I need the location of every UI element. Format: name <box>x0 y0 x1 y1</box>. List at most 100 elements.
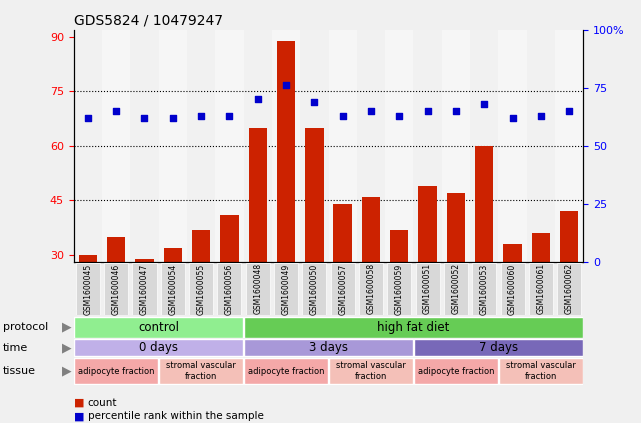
Bar <box>215 30 244 262</box>
Bar <box>447 193 465 364</box>
Bar <box>249 128 267 364</box>
Text: GSM1600048: GSM1600048 <box>253 263 262 314</box>
Text: GSM1600056: GSM1600056 <box>225 263 234 315</box>
FancyBboxPatch shape <box>274 263 298 315</box>
FancyBboxPatch shape <box>414 339 583 356</box>
FancyBboxPatch shape <box>359 263 383 315</box>
Bar <box>135 258 154 364</box>
Bar <box>560 212 578 364</box>
Text: ▶: ▶ <box>62 321 72 334</box>
Text: adipocyte fraction: adipocyte fraction <box>418 367 494 376</box>
Text: GSM1600057: GSM1600057 <box>338 263 347 315</box>
Point <box>479 101 489 107</box>
Point <box>564 107 574 114</box>
Point <box>139 115 149 121</box>
Bar <box>102 30 130 262</box>
Bar <box>475 146 494 364</box>
Bar <box>357 30 385 262</box>
Point <box>338 112 348 119</box>
Text: GDS5824 / 10479247: GDS5824 / 10479247 <box>74 13 222 27</box>
FancyBboxPatch shape <box>76 263 100 315</box>
FancyBboxPatch shape <box>74 339 243 356</box>
Bar <box>192 230 210 364</box>
Bar <box>163 248 182 364</box>
FancyBboxPatch shape <box>329 358 413 384</box>
Bar <box>390 230 408 364</box>
FancyBboxPatch shape <box>217 263 242 315</box>
Point <box>224 112 235 119</box>
Point <box>83 115 93 121</box>
Point <box>508 115 518 121</box>
Bar <box>413 30 442 262</box>
Bar <box>419 186 437 364</box>
Text: adipocyte fraction: adipocyte fraction <box>78 367 154 376</box>
Point <box>281 82 291 89</box>
Text: GSM1600059: GSM1600059 <box>395 263 404 315</box>
Bar <box>362 197 380 364</box>
Text: ▶: ▶ <box>62 341 72 354</box>
Point <box>451 107 461 114</box>
Text: protocol: protocol <box>3 322 49 332</box>
Point <box>111 107 121 114</box>
Bar <box>130 30 159 262</box>
FancyBboxPatch shape <box>74 358 158 384</box>
Text: tissue: tissue <box>3 366 36 376</box>
FancyBboxPatch shape <box>331 263 354 315</box>
FancyBboxPatch shape <box>244 339 413 356</box>
Bar <box>503 244 522 364</box>
Text: GSM1600061: GSM1600061 <box>537 263 545 314</box>
FancyBboxPatch shape <box>246 263 270 315</box>
Text: 3 days: 3 days <box>309 341 348 354</box>
Text: ■: ■ <box>74 398 84 408</box>
Bar <box>159 30 187 262</box>
FancyBboxPatch shape <box>415 263 440 315</box>
Bar <box>442 30 470 262</box>
Point <box>366 107 376 114</box>
Bar <box>333 204 352 364</box>
FancyBboxPatch shape <box>303 263 326 315</box>
Point <box>422 107 433 114</box>
Point <box>536 112 546 119</box>
FancyBboxPatch shape <box>557 263 581 315</box>
Point <box>253 96 263 103</box>
Bar <box>499 30 527 262</box>
Text: GSM1600052: GSM1600052 <box>451 263 460 314</box>
Text: count: count <box>88 398 117 408</box>
Point <box>309 98 319 105</box>
Text: high fat diet: high fat diet <box>378 321 449 334</box>
FancyBboxPatch shape <box>529 263 553 315</box>
Bar <box>107 237 126 364</box>
Bar <box>187 30 215 262</box>
Bar <box>272 30 300 262</box>
FancyBboxPatch shape <box>414 358 498 384</box>
Bar <box>74 30 102 262</box>
Point <box>394 112 404 119</box>
Text: ▶: ▶ <box>62 365 72 378</box>
Text: time: time <box>3 343 28 353</box>
Text: stromal vascular
fraction: stromal vascular fraction <box>166 362 236 381</box>
Text: ■: ■ <box>74 411 84 421</box>
Text: GSM1600046: GSM1600046 <box>112 263 121 315</box>
FancyBboxPatch shape <box>104 263 128 315</box>
FancyBboxPatch shape <box>244 358 328 384</box>
FancyBboxPatch shape <box>74 317 243 338</box>
Text: control: control <box>138 321 179 334</box>
Text: GSM1600054: GSM1600054 <box>169 263 178 315</box>
FancyBboxPatch shape <box>387 263 412 315</box>
FancyBboxPatch shape <box>501 263 524 315</box>
Bar <box>221 215 238 364</box>
Text: GSM1600049: GSM1600049 <box>281 263 290 315</box>
FancyBboxPatch shape <box>159 358 243 384</box>
Bar <box>531 233 550 364</box>
Bar <box>329 30 357 262</box>
Text: percentile rank within the sample: percentile rank within the sample <box>88 411 263 421</box>
FancyBboxPatch shape <box>161 263 185 315</box>
Text: GSM1600060: GSM1600060 <box>508 263 517 315</box>
Bar <box>385 30 413 262</box>
Text: GSM1600051: GSM1600051 <box>423 263 432 314</box>
Text: stromal vascular
fraction: stromal vascular fraction <box>506 362 576 381</box>
FancyBboxPatch shape <box>472 263 496 315</box>
FancyBboxPatch shape <box>244 317 583 338</box>
Text: GSM1600055: GSM1600055 <box>197 263 206 315</box>
Point <box>196 112 206 119</box>
